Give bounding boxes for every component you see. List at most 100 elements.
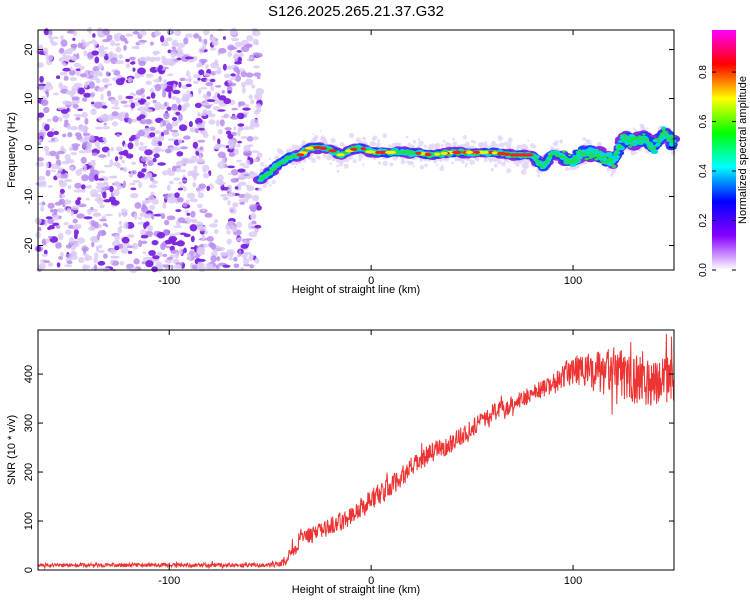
noise-blob xyxy=(155,107,161,111)
noise-blob xyxy=(151,180,159,185)
halo-blob xyxy=(469,159,475,165)
noise-blob xyxy=(119,261,125,266)
noise-blob xyxy=(145,260,154,268)
noise-blob xyxy=(130,102,136,109)
noise-blob xyxy=(241,45,250,52)
halo-blob xyxy=(483,141,488,145)
noise-blob xyxy=(194,102,202,108)
noise-blob xyxy=(193,80,199,85)
noise-blob xyxy=(151,198,159,205)
noise-blob xyxy=(84,81,88,89)
halo-blob xyxy=(362,136,366,141)
track-green xyxy=(575,160,579,163)
noise-blob xyxy=(103,181,109,185)
noise-blob xyxy=(98,154,107,158)
noise-blob xyxy=(119,225,123,229)
noise-blob xyxy=(251,225,255,229)
track-green xyxy=(657,138,661,141)
noise-blob xyxy=(151,213,155,220)
noise-blob xyxy=(133,97,141,101)
noise-blob xyxy=(160,213,166,220)
noise-blob xyxy=(245,198,249,203)
noise-blob xyxy=(52,214,60,221)
noise-blob xyxy=(115,60,125,65)
track-green xyxy=(598,150,602,153)
noise-blob xyxy=(129,92,135,96)
noise-blob xyxy=(223,73,231,79)
noise-blob xyxy=(212,135,216,141)
noise-blob xyxy=(61,194,66,198)
noise-blob xyxy=(66,260,73,265)
noise-blob xyxy=(102,191,107,199)
noise-blob xyxy=(84,135,90,142)
noise-blob xyxy=(69,254,78,260)
noise-blob xyxy=(37,264,42,271)
noise-blob xyxy=(81,184,86,190)
noise-blob xyxy=(120,111,127,115)
noise-blob xyxy=(83,216,93,220)
noise-blob xyxy=(105,71,110,77)
noise-blob xyxy=(37,112,45,118)
noise-blob xyxy=(227,133,234,139)
track-green xyxy=(618,145,623,148)
noise-blob xyxy=(65,229,72,235)
noise-blob xyxy=(114,42,121,47)
track-green xyxy=(589,152,594,155)
noise-blob xyxy=(88,174,96,183)
halo-blob xyxy=(439,166,445,172)
halo-blob xyxy=(389,162,394,167)
noise-blob xyxy=(176,240,185,247)
noise-blob xyxy=(149,204,156,210)
noise-blob xyxy=(91,152,98,157)
halo-blob xyxy=(640,125,646,131)
noise-blob xyxy=(222,36,226,40)
halo-blob xyxy=(376,142,381,147)
noise-blob xyxy=(59,188,65,194)
noise-blob xyxy=(103,122,107,126)
noise-blob xyxy=(141,200,150,205)
halo-blob xyxy=(301,168,304,171)
noise-blob xyxy=(56,150,65,155)
noise-blob xyxy=(225,130,232,135)
track-green xyxy=(596,156,601,159)
noise-blob xyxy=(133,258,140,265)
noise-blob xyxy=(148,250,156,256)
noise-blob xyxy=(222,194,228,197)
noise-blob xyxy=(138,239,143,248)
noise-blob xyxy=(48,235,53,239)
spectrogram-xlabel: Height of straight line (km) xyxy=(292,284,420,296)
noise-blob xyxy=(244,238,253,241)
noise-blob xyxy=(116,133,121,138)
noise-blob xyxy=(94,56,100,64)
noise-blob xyxy=(245,78,254,86)
noise-blob xyxy=(228,82,237,87)
track-green xyxy=(285,158,289,161)
noise-blob xyxy=(127,77,133,83)
track-green xyxy=(575,150,580,154)
halo-blob xyxy=(418,140,424,146)
noise-blob xyxy=(186,70,190,77)
noise-blob xyxy=(189,224,198,232)
noise-blob xyxy=(77,197,82,201)
noise-blob xyxy=(149,56,156,63)
noise-blob xyxy=(78,150,87,154)
halo-blob xyxy=(358,158,362,162)
noise-blob xyxy=(145,171,149,178)
noise-blob xyxy=(226,230,232,235)
noise-blob xyxy=(237,168,246,173)
noise-blob xyxy=(223,98,231,105)
y-tick-label: 100 xyxy=(23,512,35,530)
noise-blob xyxy=(93,264,98,271)
track-red xyxy=(473,150,481,154)
noise-blob xyxy=(99,204,105,209)
noise-blob xyxy=(162,170,169,176)
noise-blob xyxy=(234,41,243,48)
noise-blob xyxy=(172,117,178,121)
noise-blob xyxy=(90,193,97,198)
noise-blob xyxy=(85,197,90,201)
noise-blob xyxy=(198,183,206,189)
track-green xyxy=(535,158,538,160)
halo-blob xyxy=(268,157,272,161)
noise-blob xyxy=(248,94,253,100)
track-green xyxy=(653,148,657,151)
